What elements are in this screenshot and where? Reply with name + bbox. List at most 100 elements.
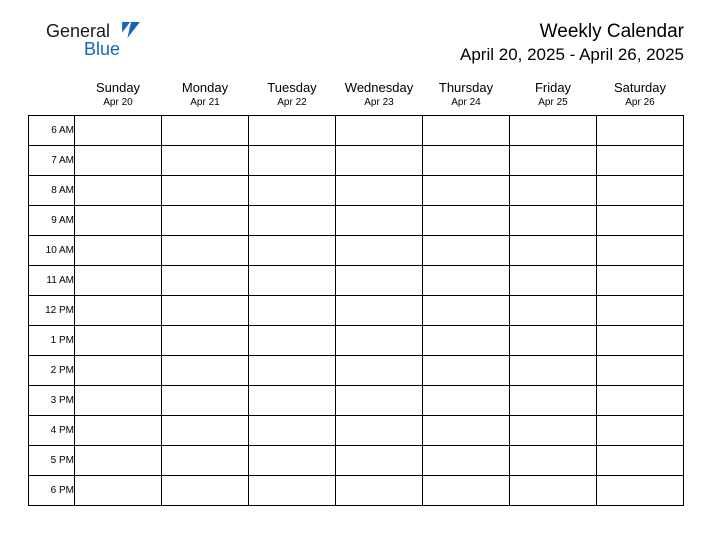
time-slot [510,116,597,146]
day-name: Thursday [423,80,510,96]
time-slot [75,236,162,266]
time-slot [336,176,423,206]
time-slot [597,146,684,176]
hour-row: 6 AM [29,116,684,146]
day-date: Apr 25 [510,95,597,115]
hour-row: 7 AM [29,146,684,176]
time-slot [510,266,597,296]
time-slot [75,206,162,236]
time-slot [510,386,597,416]
hour-row: 5 PM [29,446,684,476]
time-slot [597,476,684,506]
time-slot [423,266,510,296]
time-slot [423,206,510,236]
time-slot [423,476,510,506]
time-slot [597,356,684,386]
time-slot [162,476,249,506]
time-slot [249,476,336,506]
time-slot [597,176,684,206]
time-slot [75,266,162,296]
time-slot [336,146,423,176]
title-block: Weekly Calendar April 20, 2025 - April 2… [460,20,684,66]
calendar-page: General Blue Weekly Calendar April 20, 2… [0,0,712,550]
logo-word-2: Blue [46,39,120,59]
time-slot [249,206,336,236]
day-name: Wednesday [336,80,423,96]
day-date-row: Apr 20 Apr 21 Apr 22 Apr 23 Apr 24 Apr 2… [29,95,684,116]
time-slot [597,116,684,146]
hour-label: 5 PM [29,446,75,476]
day-name: Tuesday [249,80,336,96]
time-slot [75,386,162,416]
time-slot [249,446,336,476]
time-slot [510,476,597,506]
time-slot [249,266,336,296]
time-slot [423,386,510,416]
time-slot [75,416,162,446]
time-slot [597,206,684,236]
time-slot [423,356,510,386]
time-slot [249,236,336,266]
time-slot [162,266,249,296]
time-slot [336,116,423,146]
time-slot [510,236,597,266]
hour-row: 8 AM [29,176,684,206]
time-slot [75,176,162,206]
day-name-row: Sunday Monday Tuesday Wednesday Thursday… [29,80,684,96]
day-name: Sunday [75,80,162,96]
hour-label: 6 PM [29,476,75,506]
hour-label: 9 AM [29,206,75,236]
time-slot [423,236,510,266]
hour-row: 4 PM [29,416,684,446]
time-slot [597,446,684,476]
day-name: Friday [510,80,597,96]
time-slot [162,236,249,266]
time-slot [423,176,510,206]
time-slot [249,386,336,416]
time-slot [510,296,597,326]
calendar-head: Sunday Monday Tuesday Wednesday Thursday… [29,80,684,116]
hour-label: 12 PM [29,296,75,326]
day-date: Apr 21 [162,95,249,115]
page-title: Weekly Calendar [460,20,684,44]
time-slot [249,296,336,326]
time-slot [336,266,423,296]
time-slot [510,416,597,446]
logo-word-1: General [46,21,110,41]
logo: General Blue [28,20,140,58]
time-slot [75,116,162,146]
time-slot [162,206,249,236]
time-slot [75,356,162,386]
time-slot [597,266,684,296]
hour-row: 6 PM [29,476,684,506]
time-slot [423,296,510,326]
time-slot [162,326,249,356]
time-slot [423,446,510,476]
time-slot [597,386,684,416]
time-slot [336,416,423,446]
time-slot [336,476,423,506]
hour-label: 2 PM [29,356,75,386]
time-slot [75,446,162,476]
hour-row: 3 PM [29,386,684,416]
day-date: Apr 24 [423,95,510,115]
time-slot [162,176,249,206]
hour-label: 4 PM [29,416,75,446]
time-slot [597,416,684,446]
hour-label: 7 AM [29,146,75,176]
time-slot [162,386,249,416]
time-slot [162,146,249,176]
time-slot [249,356,336,386]
time-slot [162,116,249,146]
time-slot [597,296,684,326]
day-name: Saturday [597,80,684,96]
time-slot [336,296,423,326]
time-slot [75,476,162,506]
time-slot [249,146,336,176]
time-slot [249,326,336,356]
time-slot [423,416,510,446]
hour-label: 3 PM [29,386,75,416]
time-slot [162,416,249,446]
day-date: Apr 20 [75,95,162,115]
time-slot [423,146,510,176]
